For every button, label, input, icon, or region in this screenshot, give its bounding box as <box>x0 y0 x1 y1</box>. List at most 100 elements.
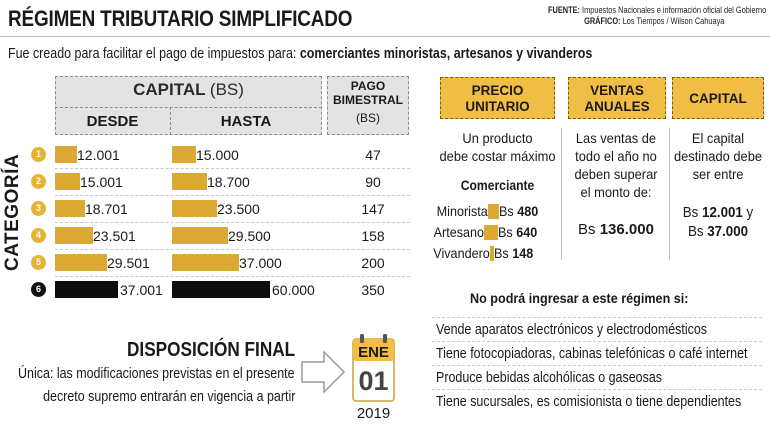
category-badge: 1 <box>31 147 46 162</box>
no-podra-item: Tiene sucursales, es comisionista o tien… <box>436 394 742 410</box>
row-divider <box>55 222 410 223</box>
category-badge: 2 <box>31 174 46 189</box>
precio-unitario-box: PRECIO UNITARIO <box>440 77 555 119</box>
column-separator <box>561 128 562 260</box>
no-podra-item: Vende aparatos electrónicos y electrodom… <box>436 322 708 338</box>
hasta-bar <box>172 281 270 298</box>
pago-unit: (BS) <box>356 111 380 125</box>
pago-value: 158 <box>361 228 385 244</box>
hasta-header: HASTA <box>220 113 272 130</box>
precio-item-value: Bs 148 <box>494 245 533 261</box>
ventas-amount: Bs 136.000 <box>560 221 672 238</box>
hasta-value: 60.000 <box>272 282 315 298</box>
precio-value-prefix: Bs <box>499 203 518 219</box>
calendar-year: 2019 <box>356 405 391 422</box>
capital-header-divider <box>55 107 322 108</box>
calendar-icon <box>352 334 395 402</box>
categoria-label: CATEGORÍA <box>2 153 23 271</box>
pago-header-box <box>327 76 409 135</box>
category-badge: 6 <box>31 282 46 297</box>
desde-bar <box>55 146 77 163</box>
category-badge: 5 <box>31 255 46 270</box>
precio-item-value: Bs 480 <box>499 203 538 219</box>
precio-value-amount: 480 <box>517 203 539 219</box>
row-divider <box>55 168 410 169</box>
precio-bar <box>490 246 494 261</box>
page-title: RÉGIMEN TRIBUTARIO SIMPLIFICADO <box>8 6 353 31</box>
precio-bar <box>484 225 498 240</box>
precio-bar <box>488 204 499 219</box>
hasta-value: 18.700 <box>207 174 250 190</box>
capital-range-min: 12.001 <box>702 205 743 221</box>
intro-text: Fue creado para facilitar el pago de imp… <box>8 46 592 62</box>
hasta-bar <box>172 173 207 190</box>
capital-text-2: destinado debe <box>673 148 763 164</box>
capital-text: El capital destinado debe ser entre <box>672 129 764 183</box>
pago-label-2: BIMESTRAL <box>333 93 403 107</box>
no-podra-divider <box>432 341 762 342</box>
capital-box: CAPITAL <box>672 77 764 119</box>
precio-value-amount: 640 <box>516 224 538 240</box>
capital-range-max: 37.000 <box>707 224 749 240</box>
desde-bar <box>55 227 93 244</box>
capital-range-prefix-1: Bs <box>682 205 703 221</box>
pago-value: 200 <box>361 255 385 271</box>
ventas-title-2: ANUALES <box>584 99 650 114</box>
desde-value: 23.501 <box>93 228 136 244</box>
no-podra-divider <box>432 365 762 366</box>
row-divider <box>55 195 410 196</box>
precio-value-amount: 148 <box>512 245 534 261</box>
no-podra-title: No podrá ingresar a este régimen si: <box>470 290 689 306</box>
hasta-value: 29.500 <box>228 228 271 244</box>
no-podra-divider <box>432 317 762 318</box>
intro-bold: comerciantes minoristas, artesanos y viv… <box>299 46 593 62</box>
desde-value: 12.001 <box>77 147 120 163</box>
desde-bar <box>55 281 118 298</box>
precio-value-prefix: Bs <box>494 245 513 261</box>
capital-unit: (BS) <box>209 80 244 99</box>
precio-title-2: UNITARIO <box>465 99 530 114</box>
capital-header-box <box>55 76 322 135</box>
capital-range: Bs 12.001 y Bs 37.000 <box>672 204 764 242</box>
capital-header-label: CAPITAL (BS) <box>55 80 322 100</box>
hasta-bar <box>172 227 228 244</box>
precio-text: Un producto debe costar máximo <box>435 129 559 165</box>
category-badge: 3 <box>31 201 46 216</box>
ventas-text-2: todo el año no <box>575 148 657 164</box>
capital-range-and: y <box>742 205 754 221</box>
ventas-text-3: deben superar <box>574 166 658 182</box>
hasta-bar <box>172 146 196 163</box>
desde-value: 18.701 <box>85 201 128 217</box>
pago-value: 47 <box>365 147 381 163</box>
hasta-bar <box>172 200 217 217</box>
arrow-right-icon <box>301 350 346 394</box>
disposicion-title: DISPOSICIÓN FINAL <box>127 339 296 361</box>
precio-item-name: Vivandero <box>433 245 490 261</box>
pago-value: 147 <box>361 201 385 217</box>
precio-text-2: debe costar máximo <box>439 148 556 164</box>
source-label: FUENTE: <box>548 5 580 15</box>
ventas-title-1: VENTAS <box>590 83 644 98</box>
hasta-value: 37.000 <box>239 255 282 271</box>
pago-value: 90 <box>365 174 381 190</box>
desde-bar <box>55 200 85 217</box>
desde-value: 15.001 <box>80 174 123 190</box>
desde-bar <box>55 173 80 190</box>
graphic-label: GRÁFICO: <box>584 16 621 26</box>
precio-title-1: PRECIO <box>471 83 524 98</box>
row-divider <box>55 276 410 277</box>
precio-item-value: Bs 640 <box>498 224 537 240</box>
precio-text-1: Un producto <box>462 130 533 146</box>
ventas-amount-prefix: Bs <box>578 221 600 238</box>
no-podra-item: Produce bebidas alcohólicas o gaseosas <box>436 370 663 386</box>
hasta-bar <box>172 254 239 271</box>
graphic-text: Los Tiempos / Wilson Cahuaya <box>622 16 725 26</box>
desde-value: 37.001 <box>120 282 163 298</box>
source-text: Impuestos Nacionales e información ofici… <box>582 5 767 15</box>
precio-item-name: Artesano <box>433 224 484 240</box>
disposicion-line-1: Única: las modificaciones previstas en e… <box>18 366 295 382</box>
desde-header: DESDE <box>86 113 139 130</box>
precio-value-prefix: Bs <box>498 224 517 240</box>
row-divider <box>55 249 410 250</box>
ventas-text: Las ventas de todo el año no deben super… <box>564 129 667 201</box>
